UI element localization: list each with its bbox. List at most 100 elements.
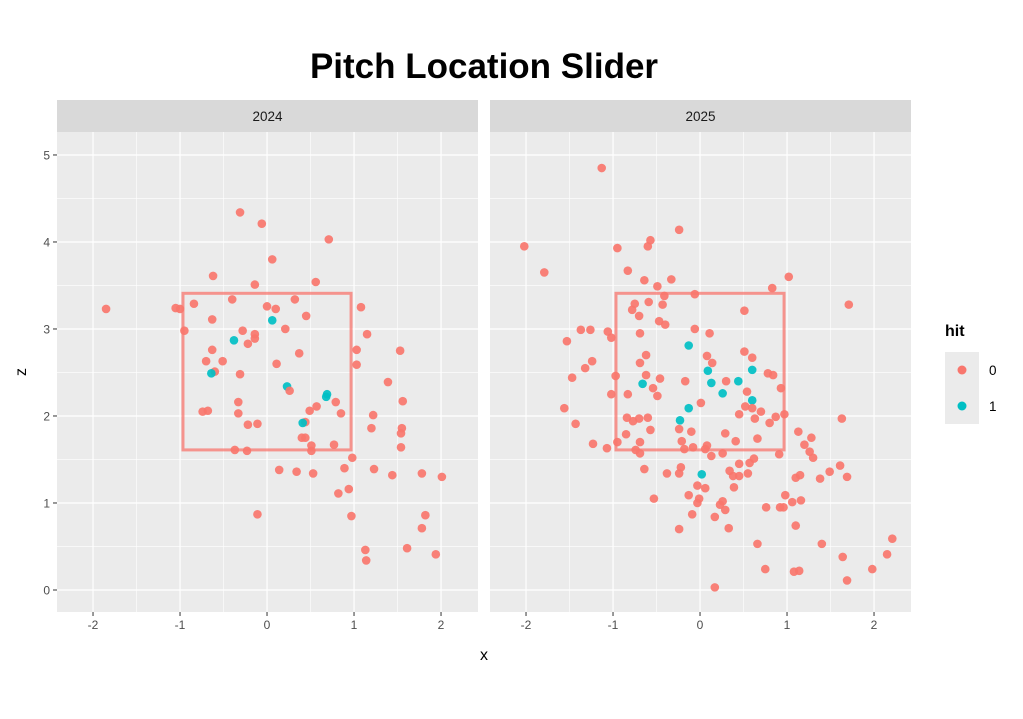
legend-label-0: 0 bbox=[989, 363, 997, 378]
data-point-no-hit bbox=[771, 412, 781, 422]
data-point-no-hit bbox=[253, 509, 262, 519]
strike-zone bbox=[614, 291, 786, 452]
data-point-no-hit bbox=[800, 440, 809, 449]
data-point-no-hit bbox=[674, 225, 684, 235]
data-point-no-hit bbox=[562, 336, 572, 346]
data-point-hit bbox=[267, 315, 277, 325]
data-point-no-hit bbox=[301, 433, 310, 443]
x-tick-label: 2 bbox=[871, 618, 878, 632]
data-point-no-hit bbox=[180, 326, 189, 336]
data-point-no-hit bbox=[606, 333, 616, 342]
data-point-no-hit bbox=[361, 545, 370, 555]
data-point-no-hit bbox=[825, 467, 834, 476]
data-point-no-hit bbox=[667, 275, 676, 284]
data-point-no-hit bbox=[311, 277, 321, 287]
data-point-hit bbox=[675, 416, 685, 425]
data-point-no-hit bbox=[655, 374, 665, 383]
data-point-no-hit bbox=[262, 302, 272, 311]
data-point-no-hit bbox=[301, 311, 311, 321]
data-point-no-hit bbox=[292, 467, 301, 476]
data-point-no-hit bbox=[660, 320, 670, 329]
data-point-no-hit bbox=[768, 370, 778, 380]
data-point-no-hit bbox=[707, 358, 717, 368]
data-point-no-hit bbox=[580, 363, 590, 373]
data-point-no-hit bbox=[710, 512, 720, 522]
data-point-no-hit bbox=[817, 539, 827, 549]
data-point-no-hit bbox=[844, 300, 854, 309]
data-point-no-hit bbox=[361, 556, 371, 565]
data-point-no-hit bbox=[623, 266, 633, 275]
data-point-no-hit bbox=[693, 498, 702, 508]
facet-strip bbox=[57, 100, 478, 132]
x-tick-label: -2 bbox=[521, 618, 532, 632]
data-point-no-hit bbox=[660, 291, 669, 301]
data-point-no-hit bbox=[750, 414, 760, 423]
data-point-no-hit bbox=[693, 481, 702, 490]
data-point-no-hit bbox=[362, 329, 372, 339]
data-point-no-hit bbox=[742, 387, 752, 396]
data-point-no-hit bbox=[613, 437, 622, 447]
data-point-no-hit bbox=[707, 451, 716, 461]
data-point-no-hit bbox=[417, 523, 427, 533]
data-point-no-hit bbox=[807, 433, 816, 443]
y-tick-label: 0 bbox=[43, 583, 50, 597]
data-point-no-hit bbox=[324, 235, 334, 244]
data-point-hit bbox=[229, 335, 239, 345]
facet-panel-2025: 2025 -2 -1 0 1 2 bbox=[490, 100, 911, 632]
data-point-no-hit bbox=[519, 242, 529, 251]
facet-strip bbox=[490, 100, 911, 132]
data-point-no-hit bbox=[648, 383, 658, 393]
data-point-no-hit bbox=[795, 470, 805, 480]
data-point-no-hit bbox=[635, 437, 645, 447]
data-point-no-hit bbox=[611, 371, 620, 381]
data-point-no-hit bbox=[720, 505, 730, 515]
data-point-no-hit bbox=[702, 351, 712, 361]
data-point-no-hit bbox=[815, 474, 825, 483]
data-point-no-hit bbox=[740, 306, 749, 316]
data-point-no-hit bbox=[835, 461, 845, 470]
data-point-no-hit bbox=[627, 305, 637, 315]
data-point-no-hit bbox=[700, 483, 710, 493]
data-point-no-hit bbox=[383, 377, 393, 387]
data-point-no-hit bbox=[431, 550, 441, 559]
data-point-no-hit bbox=[662, 469, 672, 478]
data-point-no-hit bbox=[842, 576, 852, 585]
legend-point-0 bbox=[957, 365, 967, 375]
data-point-no-hit bbox=[640, 464, 649, 474]
data-point-no-hit bbox=[734, 409, 744, 419]
data-point-no-hit bbox=[308, 469, 318, 478]
data-point-no-hit bbox=[734, 459, 744, 469]
data-point-no-hit bbox=[234, 397, 243, 407]
data-point-no-hit bbox=[867, 564, 877, 574]
data-point-no-hit bbox=[250, 334, 260, 343]
data-point-no-hit bbox=[234, 409, 243, 418]
data-point-no-hit bbox=[653, 282, 662, 291]
y-tick-label: 1 bbox=[43, 496, 50, 510]
data-point-no-hit bbox=[774, 449, 784, 459]
data-point-no-hit bbox=[242, 446, 252, 456]
data-point-no-hit bbox=[421, 510, 430, 520]
data-point-hit bbox=[684, 403, 694, 413]
data-point-hit bbox=[707, 378, 716, 388]
data-point-no-hit bbox=[646, 235, 655, 245]
data-point-hit bbox=[703, 366, 713, 376]
y-tick-label: 4 bbox=[43, 235, 50, 249]
data-point-no-hit bbox=[721, 376, 731, 386]
data-point-hit bbox=[718, 389, 727, 398]
data-point-no-hit bbox=[305, 406, 314, 416]
data-point-no-hit bbox=[250, 280, 260, 289]
legend-point-1 bbox=[957, 401, 967, 411]
data-point-no-hit bbox=[761, 503, 771, 512]
y-tick-label: 3 bbox=[43, 322, 50, 336]
data-point-no-hit bbox=[808, 453, 818, 463]
data-point-no-hit bbox=[235, 369, 245, 379]
data-point-no-hit bbox=[649, 494, 659, 503]
data-point-no-hit bbox=[634, 311, 644, 321]
data-point-no-hit bbox=[329, 440, 339, 449]
data-point-no-hit bbox=[218, 356, 227, 366]
data-point-no-hit bbox=[388, 470, 397, 480]
data-point-no-hit bbox=[588, 439, 598, 449]
data-point-no-hit bbox=[267, 255, 277, 264]
data-point-no-hit bbox=[760, 564, 770, 574]
data-point-no-hit bbox=[280, 324, 290, 334]
